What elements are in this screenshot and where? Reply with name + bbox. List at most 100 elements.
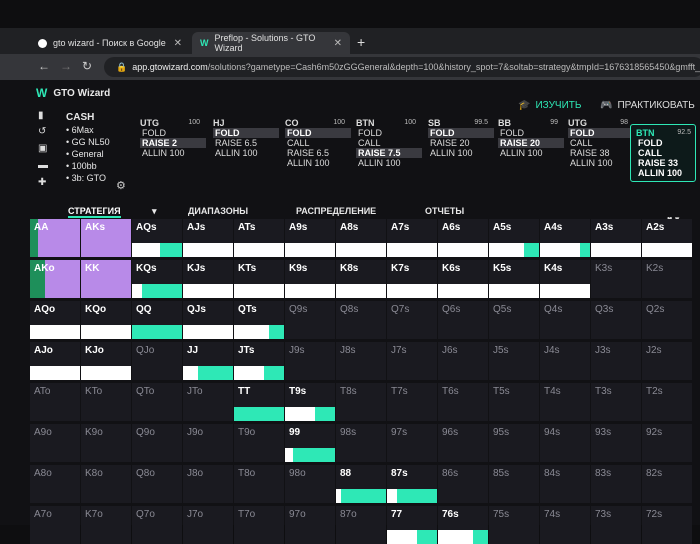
- hand-cell[interactable]: 86s: [438, 465, 488, 503]
- reload-icon[interactable]: ↻: [82, 59, 93, 73]
- hand-cell[interactable]: K9s: [285, 260, 335, 298]
- hand-cell[interactable]: T5s: [489, 383, 539, 421]
- tab-strategy[interactable]: СТРАТЕГИЯ: [68, 206, 121, 218]
- hand-cell[interactable]: QQ: [132, 301, 182, 339]
- hand-cell[interactable]: J9s: [285, 342, 335, 380]
- hand-cell[interactable]: KQs: [132, 260, 182, 298]
- hand-cell[interactable]: 77: [387, 506, 437, 544]
- forward-icon[interactable]: →: [60, 59, 72, 73]
- hand-cell[interactable]: T2s: [642, 383, 692, 421]
- action-option[interactable]: ALLIN 100: [142, 148, 185, 158]
- action-option[interactable]: FOLD: [638, 138, 663, 148]
- hand-cell[interactable]: 88: [336, 465, 386, 503]
- hand-cell[interactable]: AA: [30, 219, 80, 257]
- split-icon[interactable]: ✚: [38, 177, 47, 188]
- action-option[interactable]: RAISE 33: [638, 158, 679, 168]
- hand-cell[interactable]: A6s: [438, 219, 488, 257]
- hand-cell[interactable]: 82s: [642, 465, 692, 503]
- hand-cell[interactable]: T9s: [285, 383, 335, 421]
- hand-cell[interactable]: KTo: [81, 383, 131, 421]
- action-option[interactable]: ALLIN 100: [287, 158, 330, 168]
- hand-cell[interactable]: A7o: [30, 506, 80, 544]
- position-utg-6[interactable]: UTG 98 FOLD CALL RAISE 38 ALLIN 100: [568, 118, 634, 168]
- hand-cell[interactable]: J4s: [540, 342, 590, 380]
- hand-cell[interactable]: 96s: [438, 424, 488, 462]
- url-input[interactable]: 🔒 app.gtowizard.com/solutions?gametype=C…: [104, 57, 700, 77]
- hand-cell[interactable]: 87o: [336, 506, 386, 544]
- position-utg-0[interactable]: UTG 100 FOLD RAISE 2 ALLIN 100: [140, 118, 206, 158]
- hand-cell[interactable]: J6s: [438, 342, 488, 380]
- hand-cell[interactable]: JTo: [183, 383, 233, 421]
- hand-cell[interactable]: Q4s: [540, 301, 590, 339]
- hand-cell[interactable]: TT: [234, 383, 284, 421]
- hand-cell[interactable]: Q8o: [132, 465, 182, 503]
- gear-icon[interactable]: ⚙: [116, 180, 126, 192]
- hand-cell[interactable]: T4s: [540, 383, 590, 421]
- hand-cell[interactable]: K4s: [540, 260, 590, 298]
- hand-cell[interactable]: KQo: [81, 301, 131, 339]
- action-option[interactable]: FOLD: [428, 128, 494, 138]
- history-icon[interactable]: ↺: [38, 126, 47, 137]
- action-option[interactable]: RAISE 2: [140, 138, 206, 148]
- action-option[interactable]: CALL: [570, 138, 593, 148]
- hand-cell[interactable]: ATo: [30, 383, 80, 421]
- hand-cell[interactable]: AKs: [81, 219, 131, 257]
- action-option[interactable]: CALL: [358, 138, 381, 148]
- hand-cell[interactable]: J7o: [183, 506, 233, 544]
- hand-cell[interactable]: 76s: [438, 506, 488, 544]
- hand-cell[interactable]: A5s: [489, 219, 539, 257]
- action-option[interactable]: FOLD: [142, 128, 167, 138]
- hand-cell[interactable]: 83s: [591, 465, 641, 503]
- table-icon[interactable]: ▬: [38, 160, 48, 171]
- hand-cell[interactable]: 93s: [591, 424, 641, 462]
- action-option[interactable]: RAISE 6.5: [287, 148, 330, 158]
- hand-cell[interactable]: T7s: [387, 383, 437, 421]
- strategy-dropdown-icon[interactable]: ▾: [152, 206, 157, 216]
- hand-cell[interactable]: 95s: [489, 424, 539, 462]
- hand-cell[interactable]: A8o: [30, 465, 80, 503]
- hand-cell[interactable]: KTs: [234, 260, 284, 298]
- action-option[interactable]: ALLIN 100: [570, 158, 613, 168]
- new-tab-button[interactable]: +: [357, 34, 366, 50]
- action-option[interactable]: FOLD: [568, 128, 634, 138]
- hand-cell[interactable]: K2s: [642, 260, 692, 298]
- hand-cell[interactable]: K7s: [387, 260, 437, 298]
- hand-cell[interactable]: J2s: [642, 342, 692, 380]
- hand-cell[interactable]: T8s: [336, 383, 386, 421]
- position-sb-4[interactable]: SB 99.5 FOLD RAISE 20 ALLIN 100: [428, 118, 494, 158]
- hand-cell[interactable]: K8o: [81, 465, 131, 503]
- hand-cell[interactable]: QTs: [234, 301, 284, 339]
- hand-cell[interactable]: AQo: [30, 301, 80, 339]
- hand-cell[interactable]: J9o: [183, 424, 233, 462]
- tab-ranges[interactable]: ДИАПАЗОНЫ: [188, 206, 249, 216]
- hand-cell[interactable]: AJs: [183, 219, 233, 257]
- action-option[interactable]: CALL: [287, 138, 310, 148]
- hand-cell[interactable]: K6s: [438, 260, 488, 298]
- hand-cell[interactable]: K7o: [81, 506, 131, 544]
- hand-cell[interactable]: QJo: [132, 342, 182, 380]
- position-bb-5[interactable]: BB 99 FOLD RAISE 20 ALLIN 100: [498, 118, 564, 158]
- hand-cell[interactable]: 97s: [387, 424, 437, 462]
- hand-cell[interactable]: KJo: [81, 342, 131, 380]
- position-btn-7[interactable]: BTN 92.5 FOLD CALL RAISE 33 ALLIN 100: [630, 124, 696, 182]
- hand-cell[interactable]: K8s: [336, 260, 386, 298]
- hand-cell[interactable]: T6s: [438, 383, 488, 421]
- action-option[interactable]: FOLD: [285, 128, 351, 138]
- action-option[interactable]: CALL: [638, 148, 662, 158]
- action-option[interactable]: FOLD: [213, 128, 279, 138]
- tab-distribution[interactable]: РАСПРЕДЕЛЕНИЕ: [296, 206, 377, 216]
- hand-cell[interactable]: Q5s: [489, 301, 539, 339]
- position-hj-1[interactable]: HJ FOLD RAISE 6.5 ALLIN 100: [213, 118, 279, 158]
- save-icon[interactable]: ▣: [38, 143, 48, 154]
- hand-cell[interactable]: Q3s: [591, 301, 641, 339]
- hand-cell[interactable]: Q9s: [285, 301, 335, 339]
- action-option[interactable]: RAISE 20: [430, 138, 470, 148]
- hand-cell[interactable]: AJo: [30, 342, 80, 380]
- hand-cell[interactable]: QTo: [132, 383, 182, 421]
- hand-cell[interactable]: A9s: [285, 219, 335, 257]
- action-option[interactable]: RAISE 7.5: [356, 148, 422, 158]
- hand-cell[interactable]: K5s: [489, 260, 539, 298]
- hand-cell[interactable]: K9o: [81, 424, 131, 462]
- browser-tab-gtowizard[interactable]: W Preflop - Solutions - GTO Wizard ✕: [192, 32, 350, 54]
- hand-cell[interactable]: 74s: [540, 506, 590, 544]
